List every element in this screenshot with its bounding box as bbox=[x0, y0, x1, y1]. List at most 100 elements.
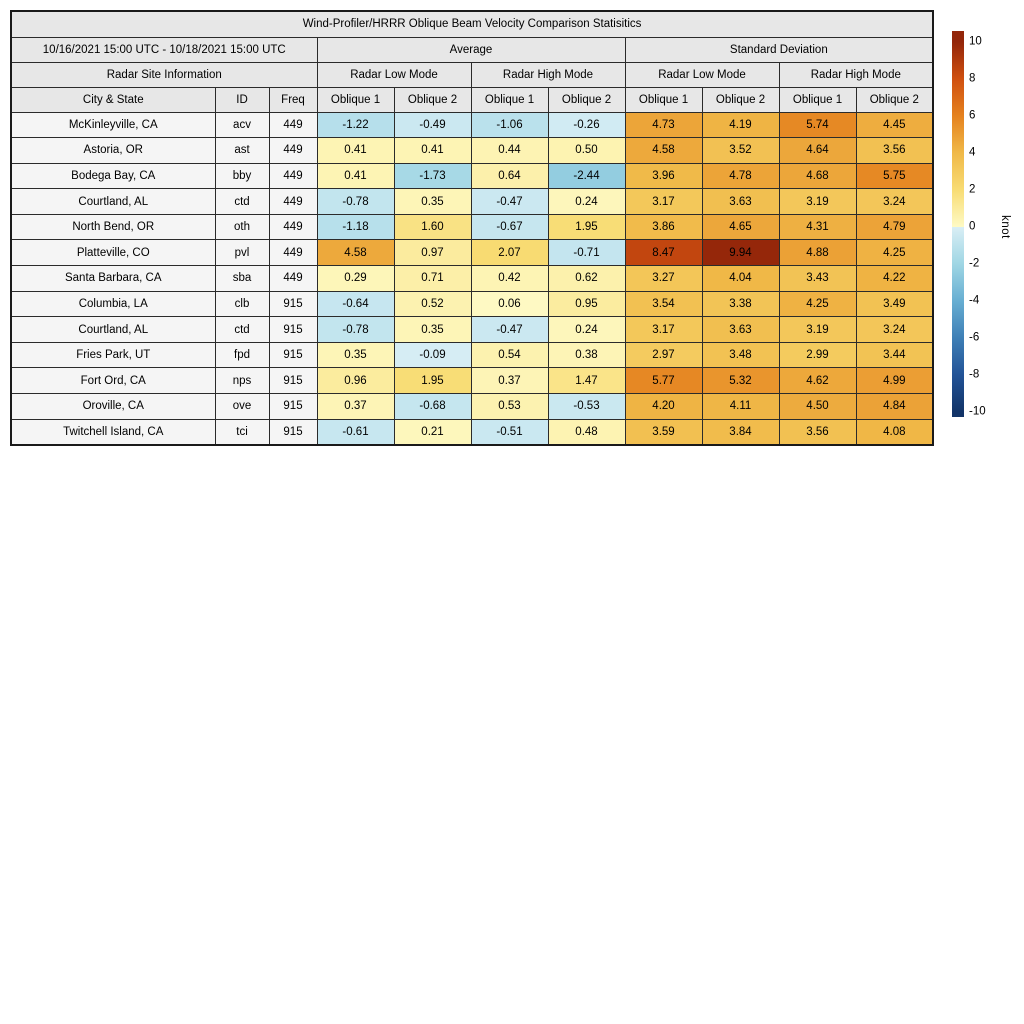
value-cell: 2.99 bbox=[778, 341, 857, 369]
value-cell: 4.45 bbox=[855, 111, 934, 139]
freq-cell: 915 bbox=[268, 316, 318, 343]
value-cell: 3.43 bbox=[778, 265, 857, 292]
section-header-std: Standard Deviation bbox=[624, 36, 934, 63]
value-cell: 3.63 bbox=[701, 316, 780, 343]
city-cell: Platteville, CO bbox=[10, 239, 216, 267]
value-cell: 3.19 bbox=[778, 316, 857, 343]
value-cell: 3.48 bbox=[701, 341, 780, 369]
value-cell: 4.65 bbox=[701, 213, 780, 241]
value-cell: -1.06 bbox=[470, 111, 549, 139]
table-row: Fort Ord, CA nps 915 0.96 1.95 0.37 1.47 5.77 5.… bbox=[10, 367, 934, 395]
city-cell: Twitchell Island, CA bbox=[10, 418, 216, 446]
col-header-oblique: Oblique 2 bbox=[855, 86, 934, 113]
value-cell: 0.48 bbox=[547, 418, 626, 446]
mode-header-avg-high: Radar High Mode bbox=[470, 61, 626, 88]
site-id-cell: pvl bbox=[214, 239, 270, 267]
table-row: McKinleyville, CA acv 449 -1.22 -0.49 -1.06 -0… bbox=[10, 111, 934, 139]
value-cell: 0.37 bbox=[470, 367, 549, 395]
site-id-cell: ast bbox=[214, 137, 270, 164]
value-cell: 0.35 bbox=[393, 188, 472, 215]
value-cell: 4.22 bbox=[855, 265, 934, 292]
value-cell: 4.58 bbox=[624, 137, 703, 164]
value-cell: 0.42 bbox=[470, 265, 549, 292]
value-cell: 1.47 bbox=[547, 367, 626, 395]
value-cell: 3.54 bbox=[624, 290, 703, 318]
col-header-oblique: Oblique 2 bbox=[393, 86, 472, 113]
value-cell: -2.44 bbox=[547, 162, 626, 190]
value-cell: 0.50 bbox=[547, 137, 626, 164]
value-cell: 0.44 bbox=[470, 137, 549, 164]
site-id-cell: ctd bbox=[214, 316, 270, 343]
value-cell: 1.95 bbox=[393, 367, 472, 395]
value-cell: 5.75 bbox=[855, 162, 934, 190]
mode-header-row: Radar Site Information Radar Low Mode Ra… bbox=[10, 61, 934, 88]
city-cell: Courtland, AL bbox=[10, 316, 216, 343]
value-cell: 9.94 bbox=[701, 239, 780, 267]
value-cell: -0.78 bbox=[316, 188, 395, 215]
value-cell: 4.62 bbox=[778, 367, 857, 395]
value-cell: 0.52 bbox=[393, 290, 472, 318]
value-cell: 4.78 bbox=[701, 162, 780, 190]
value-cell: 3.59 bbox=[624, 418, 703, 446]
table-row: Bodega Bay, CA bby 449 0.41 -1.73 0.64 -2.44 3.… bbox=[10, 162, 934, 190]
col-header-oblique: Oblique 1 bbox=[778, 86, 857, 113]
value-cell: 4.50 bbox=[778, 393, 857, 420]
col-header-oblique: Oblique 1 bbox=[316, 86, 395, 113]
value-cell: 4.84 bbox=[855, 393, 934, 420]
value-cell: 3.24 bbox=[855, 316, 934, 343]
col-header-oblique: Oblique 2 bbox=[547, 86, 626, 113]
city-cell: Fries Park, UT bbox=[10, 341, 216, 369]
freq-cell: 449 bbox=[268, 188, 318, 215]
value-cell: 3.63 bbox=[701, 188, 780, 215]
table-row: North Bend, OR oth 449 -1.18 1.60 -0.67 1.95 3.… bbox=[10, 213, 934, 241]
value-cell: -0.26 bbox=[547, 111, 626, 139]
value-cell: 0.21 bbox=[393, 418, 472, 446]
value-cell: 4.73 bbox=[624, 111, 703, 139]
value-cell: 3.17 bbox=[624, 188, 703, 215]
site-id-cell: tci bbox=[214, 418, 270, 446]
value-cell: 3.27 bbox=[624, 265, 703, 292]
value-cell: -0.47 bbox=[470, 188, 549, 215]
city-cell: Courtland, AL bbox=[10, 188, 216, 215]
table-row: Courtland, AL ctd 449 -0.78 0.35 -0.47 0.24 3.1… bbox=[10, 188, 934, 215]
value-cell: 3.49 bbox=[855, 290, 934, 318]
colorbar-tick-label: 4 bbox=[969, 146, 976, 159]
site-id-cell: acv bbox=[214, 111, 270, 139]
value-cell: 0.96 bbox=[316, 367, 395, 395]
value-cell: 5.77 bbox=[624, 367, 703, 395]
value-cell: 5.74 bbox=[778, 111, 857, 139]
freq-cell: 449 bbox=[268, 239, 318, 267]
table-row: Oroville, CA ove 915 0.37 -0.68 0.53 -0.53 4.20… bbox=[10, 393, 934, 420]
value-cell: 3.38 bbox=[701, 290, 780, 318]
value-cell: 4.19 bbox=[701, 111, 780, 139]
col-header-oblique: Oblique 1 bbox=[470, 86, 549, 113]
value-cell: 4.25 bbox=[855, 239, 934, 267]
city-cell: Oroville, CA bbox=[10, 393, 216, 420]
freq-cell: 915 bbox=[268, 290, 318, 318]
value-cell: 0.97 bbox=[393, 239, 472, 267]
freq-cell: 449 bbox=[268, 213, 318, 241]
city-cell: Columbia, LA bbox=[10, 290, 216, 318]
col-header-id: ID bbox=[214, 86, 270, 113]
city-cell: Santa Barbara, CA bbox=[10, 265, 216, 292]
site-info-header: Radar Site Information bbox=[10, 61, 318, 88]
col-header-oblique: Oblique 2 bbox=[701, 86, 780, 113]
value-cell: 5.32 bbox=[701, 367, 780, 395]
value-cell: 4.79 bbox=[855, 213, 934, 241]
section-header-average: Average bbox=[316, 36, 626, 63]
value-cell: 4.11 bbox=[701, 393, 780, 420]
mode-header-avg-low: Radar Low Mode bbox=[316, 61, 472, 88]
value-cell: 2.07 bbox=[470, 239, 549, 267]
city-cell: McKinleyville, CA bbox=[10, 111, 216, 139]
colorbar: 10 8 6 4 2 0 -2 -4 -6 -8 -10 knot bbox=[952, 31, 1022, 423]
col-header-oblique: Oblique 1 bbox=[624, 86, 703, 113]
colorbar-tick-label: 10 bbox=[969, 35, 982, 48]
freq-cell: 915 bbox=[268, 367, 318, 395]
freq-cell: 915 bbox=[268, 341, 318, 369]
mode-header-std-low: Radar Low Mode bbox=[624, 61, 780, 88]
city-cell: Bodega Bay, CA bbox=[10, 162, 216, 190]
table-row: Santa Barbara, CA sba 449 0.29 0.71 0.42 0.62 3… bbox=[10, 265, 934, 292]
freq-cell: 449 bbox=[268, 111, 318, 139]
value-cell: -0.53 bbox=[547, 393, 626, 420]
value-cell: 3.52 bbox=[701, 137, 780, 164]
